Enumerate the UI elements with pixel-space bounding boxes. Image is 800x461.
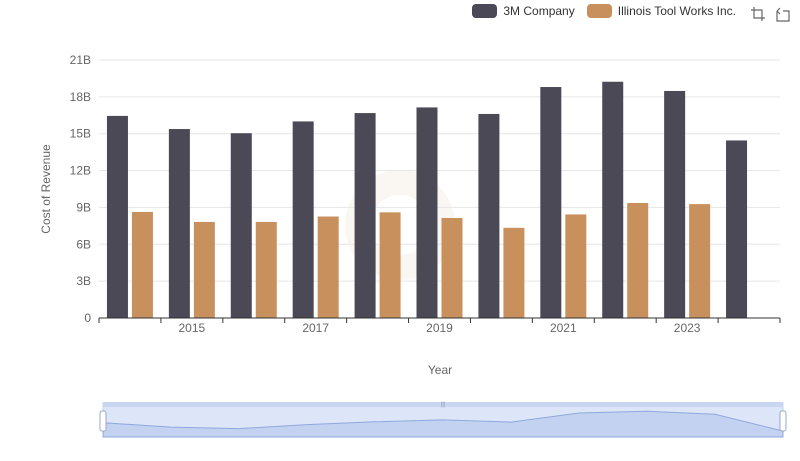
restore-icon[interactable]: [774, 6, 790, 22]
bar-3m-2017[interactable]: [292, 121, 314, 318]
data-zoom-handle-right[interactable]: [779, 410, 787, 432]
bar-itw-2021[interactable]: [565, 214, 587, 318]
legend-swatch-itw: [586, 4, 612, 18]
y-tick-label: 12B: [70, 164, 91, 178]
data-zoom-slider[interactable]: |||: [99, 402, 787, 438]
y-tick-label: 3B: [76, 274, 91, 288]
bar-itw-2016[interactable]: [255, 221, 277, 318]
bar-3m-2021[interactable]: [540, 87, 562, 319]
legend-label-3m: 3M Company: [503, 4, 575, 18]
bar-itw-2022[interactable]: [627, 203, 649, 318]
bar-3m-2015[interactable]: [168, 129, 190, 318]
bar-3m-2023[interactable]: [664, 90, 686, 319]
zoom-icon[interactable]: [750, 6, 766, 22]
bar-itw-2018[interactable]: [379, 212, 401, 318]
bar-3m-2024[interactable]: [726, 140, 748, 318]
x-tick-label: 2021: [550, 321, 577, 335]
x-axis-label: Year: [428, 363, 452, 377]
bar-itw-2015[interactable]: [193, 221, 215, 318]
bar-itw-2019[interactable]: [441, 217, 463, 318]
legend-swatch-3m: [472, 4, 498, 18]
bar-series: [106, 81, 748, 319]
x-tick-label: 2023: [674, 321, 701, 335]
bar-itw-2023[interactable]: [689, 204, 711, 318]
y-axis-ticks: 0 3B 6B 9B 12B 15B 18B 21B: [70, 53, 92, 325]
legend-label-itw: Illinois Tool Works Inc.: [617, 4, 736, 18]
y-tick-label: 15B: [70, 127, 91, 141]
bar-itw-2017[interactable]: [317, 216, 339, 318]
data-zoom-handle-left[interactable]: [99, 410, 107, 432]
bar-3m-2022[interactable]: [602, 81, 624, 318]
x-tick-label: 2017: [302, 321, 329, 335]
y-tick-label: 0: [84, 311, 91, 325]
bar-3m-2018[interactable]: [354, 113, 376, 319]
x-axis: 2015 2017 2019 2021 2023: [98, 317, 781, 335]
bar-itw-2020[interactable]: [503, 227, 525, 318]
data-zoom-grip-icon[interactable]: |||: [441, 402, 446, 408]
data-zoom-selection-bar[interactable]: [103, 402, 783, 407]
bar-3m-2019[interactable]: [416, 107, 438, 319]
x-tick-label: 2015: [179, 321, 206, 335]
y-tick-label: 21B: [70, 53, 91, 67]
y-axis-label: Cost of Revenue: [39, 144, 53, 234]
bar-3m-2014[interactable]: [106, 115, 128, 319]
bar-3m-2016[interactable]: [230, 133, 252, 318]
bar-3m-2020[interactable]: [478, 113, 500, 318]
legend-item-3m[interactable]: 3M Company: [472, 4, 575, 18]
y-tick-label: 6B: [76, 237, 91, 251]
data-zoom-preview-area: [102, 410, 784, 438]
x-tick-label: 2019: [426, 321, 453, 335]
y-tick-label: 9B: [76, 200, 91, 214]
y-tick-label: 18B: [70, 90, 91, 104]
toolbox: [750, 6, 790, 22]
legend: 3M Company Illinois Tool Works Inc.: [472, 4, 736, 18]
legend-item-itw[interactable]: Illinois Tool Works Inc.: [586, 4, 736, 18]
bar-itw-2014[interactable]: [131, 211, 153, 318]
